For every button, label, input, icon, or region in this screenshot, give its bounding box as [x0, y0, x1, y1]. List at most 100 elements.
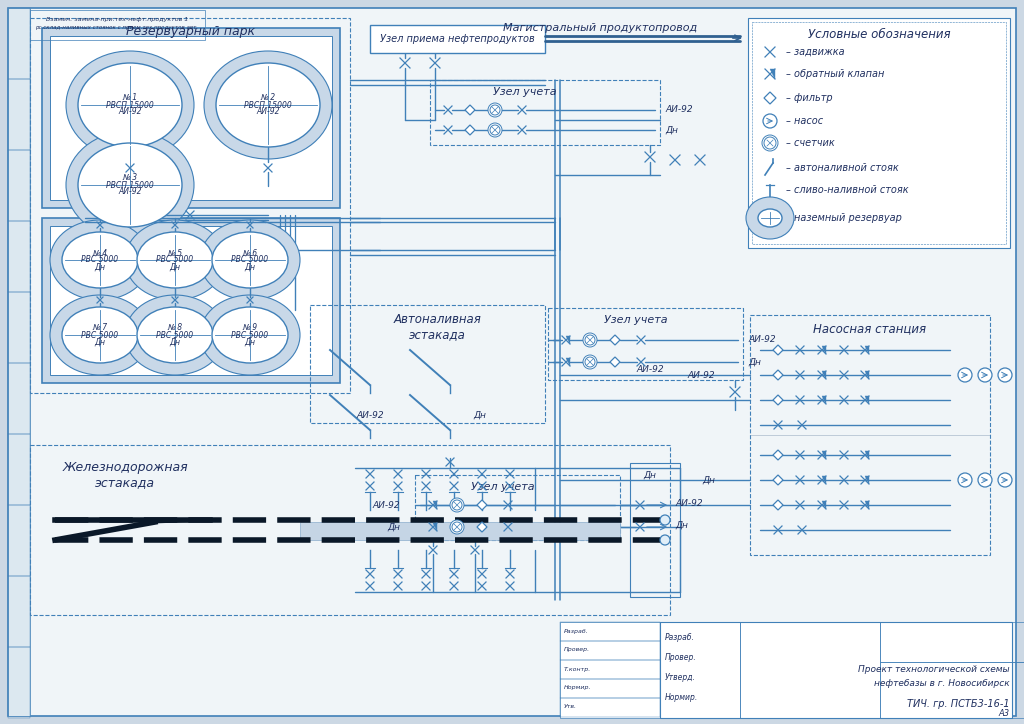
Text: Дн: Дн [94, 337, 105, 347]
Polygon shape [822, 346, 826, 354]
Text: – сливо-наливной стояк: – сливо-наливной стояк [786, 185, 908, 195]
Circle shape [450, 520, 464, 534]
Circle shape [452, 500, 462, 510]
Text: Дн: Дн [94, 263, 105, 272]
Polygon shape [822, 476, 826, 484]
Circle shape [452, 522, 462, 532]
Polygon shape [773, 475, 783, 485]
Ellipse shape [200, 220, 300, 300]
Text: № 8: № 8 [168, 324, 182, 332]
Text: Узел учета: Узел учета [604, 315, 668, 325]
Text: РВСП 15000: РВСП 15000 [106, 101, 154, 109]
Ellipse shape [204, 51, 332, 159]
Text: РВС 5000: РВС 5000 [231, 256, 268, 264]
Text: нефтебазы в г. Новосибирск: нефтебазы в г. Новосибирск [874, 680, 1010, 689]
Text: РВСП 15000: РВСП 15000 [106, 180, 154, 190]
Ellipse shape [746, 197, 794, 239]
Ellipse shape [62, 232, 138, 288]
Bar [660, 622, 740, 718]
Text: Резервуарный парк: Резервуарный парк [126, 25, 255, 38]
Polygon shape [822, 396, 826, 404]
Circle shape [958, 473, 972, 487]
Text: Дн: Дн [170, 337, 180, 347]
Text: № 6: № 6 [243, 248, 258, 258]
Circle shape [763, 114, 777, 128]
Circle shape [488, 103, 502, 117]
Polygon shape [822, 371, 826, 379]
Polygon shape [610, 357, 620, 367]
Circle shape [490, 125, 500, 135]
Circle shape [958, 368, 972, 382]
Bar [8, 505, 30, 576]
Text: Дн: Дн [245, 263, 256, 272]
Bar [880, 662, 1024, 718]
Bar [8, 292, 30, 363]
Circle shape [585, 357, 595, 367]
Text: ТИЧ. гр. ПСТБ3-16-1: ТИЧ. гр. ПСТБ3-16-1 [907, 699, 1010, 709]
Bar [42, 28, 340, 208]
Bar [740, 622, 880, 718]
Ellipse shape [758, 209, 782, 227]
Bar [560, 622, 660, 718]
Polygon shape [566, 336, 570, 344]
Polygon shape [865, 476, 869, 484]
Text: АИ-92: АИ-92 [687, 371, 715, 379]
Circle shape [998, 473, 1012, 487]
Text: Узел учета: Узел учета [471, 482, 535, 492]
Polygon shape [822, 501, 826, 509]
Text: № 7: № 7 [92, 324, 108, 332]
Ellipse shape [212, 307, 288, 363]
Polygon shape [865, 501, 869, 509]
Text: – обратный клапан: – обратный клапан [786, 69, 885, 79]
Text: РВС 5000: РВС 5000 [157, 256, 194, 264]
Polygon shape [773, 450, 783, 460]
Bar [560, 641, 660, 660]
Polygon shape [865, 451, 869, 459]
Polygon shape [433, 501, 437, 509]
Bar [30, 18, 350, 393]
Text: Нормир.: Нормир. [665, 692, 698, 702]
Bar [8, 576, 30, 647]
Polygon shape [822, 451, 826, 459]
Bar [50, 226, 332, 375]
Ellipse shape [78, 63, 182, 147]
Text: РВС 5000: РВС 5000 [82, 256, 119, 264]
Ellipse shape [125, 295, 225, 375]
Polygon shape [477, 522, 487, 532]
Polygon shape [477, 500, 487, 510]
Ellipse shape [125, 220, 225, 300]
Ellipse shape [78, 143, 182, 227]
Bar [560, 679, 660, 698]
Text: Условные обозначения: Условные обозначения [808, 28, 950, 41]
Text: Автоналивная
эстакада: Автоналивная эстакада [393, 313, 481, 341]
Circle shape [762, 135, 778, 151]
Bar [560, 698, 660, 717]
Polygon shape [773, 395, 783, 405]
Text: Дн: Дн [748, 358, 761, 366]
Text: Нормир.: Нормир. [564, 686, 592, 691]
Bar [8, 8, 30, 79]
Polygon shape [465, 125, 475, 135]
Text: Дн: Дн [675, 521, 688, 529]
Circle shape [660, 515, 670, 525]
Circle shape [490, 105, 500, 115]
Text: – насос: – насос [786, 116, 823, 126]
Polygon shape [773, 345, 783, 355]
Text: Утв.: Утв. [564, 704, 577, 710]
Circle shape [585, 335, 595, 345]
Text: Разраб.: Разраб. [665, 633, 695, 641]
Text: рс.склад-наливных стоянок с прием.тех.продуктов авт.: рс.склад-наливных стоянок с прием.тех.пр… [36, 25, 199, 30]
Text: АИ-92: АИ-92 [256, 107, 280, 117]
Text: № 5: № 5 [168, 248, 182, 258]
Circle shape [998, 368, 1012, 382]
Bar [42, 218, 340, 383]
Text: № 3: № 3 [123, 174, 137, 182]
Ellipse shape [137, 232, 213, 288]
Text: – задвижка: – задвижка [786, 47, 845, 57]
Circle shape [978, 368, 992, 382]
Polygon shape [773, 500, 783, 510]
Text: – автоналивной стояк: – автоналивной стояк [786, 163, 899, 173]
Text: Насосная станция: Насосная станция [813, 322, 927, 335]
Ellipse shape [66, 131, 194, 239]
Circle shape [978, 473, 992, 487]
